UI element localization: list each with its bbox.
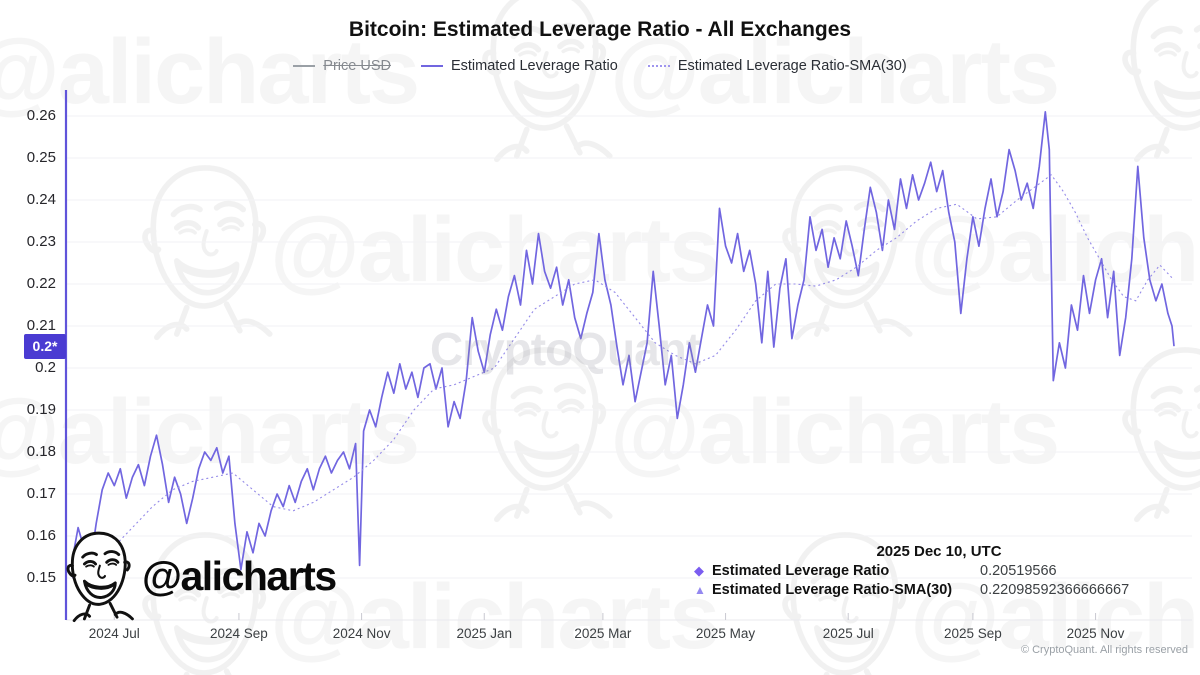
legend-label: Estimated Leverage Ratio-SMA(30) [677,58,907,74]
brand-handle: @alicharts [142,552,337,599]
legend-label: Estimated Leverage Ratio [450,58,618,74]
tooltip-series-label: Estimated Leverage Ratio [712,563,890,579]
y-axis-label: 0.16 [26,527,56,544]
y-axis-label: 0.18 [26,443,56,460]
x-axis-label: 2025 May [695,626,756,641]
x-axis-label: 2025 Jul [822,626,874,641]
y-axis-label: 0.23 [26,233,56,250]
legend-label: Price USD [323,58,391,74]
x-axis-label: 2025 Mar [574,626,632,641]
chart-title: Bitcoin: Estimated Leverage Ratio - All … [348,18,852,41]
diamond-marker-icon: ◆ [694,563,704,578]
estimated-leverage-ratio-line [71,110,1175,571]
x-axis-label: 2024 Jul [88,626,140,641]
x-axis-label: 2024 Sep [210,626,268,641]
triangle-marker-icon: ▲ [694,583,706,597]
y-axis-label: 0.21 [26,317,56,334]
copyright-notice: © CryptoQuant. All rights reserved [1020,644,1188,656]
tooltip-series-value: 0.20519566 [980,563,1057,579]
leverage-ratio-sma30-line [71,174,1175,579]
legend: Price USD Estimated Leverage Ratio Estim… [0,58,1200,74]
legend-item-price-usd[interactable]: Price USD [293,58,391,74]
y-axis-label: 0.25 [26,149,56,166]
x-axis-label: 2025 Jan [456,626,513,641]
y-axis-label: 0.19 [26,401,56,418]
legend-item-leverage-ratio-sma30[interactable]: Estimated Leverage Ratio-SMA(30) [647,58,907,74]
tooltip-series-label: Estimated Leverage Ratio-SMA(30) [712,582,953,598]
x-axis-label: 2024 Nov [332,626,391,641]
y-axis-label: 0.17 [26,485,56,502]
price-usd-line-swatch [293,65,316,67]
y-axis-label: 0.24 [26,191,56,208]
x-axis-label: 2025 Sep [943,626,1002,641]
legend-item-estimated-leverage-ratio[interactable]: Estimated Leverage Ratio [420,58,618,74]
alicharts-brand: @alicharts [60,528,337,624]
laughing-face-logo-icon [66,531,134,623]
last-value-badge: 0.2* [24,333,66,359]
leverage-ratio-line-swatch [420,65,443,67]
tooltip-row-sma30: ▲ Estimated Leverage Ratio-SMA(30) 0.220… [694,582,1194,598]
y-axis-label: 0.26 [26,107,56,124]
tooltip: 2025 Dec 10, UTC ◆ Estimated Leverage Ra… [694,543,1194,598]
tooltip-row-leverage-ratio: ◆ Estimated Leverage Ratio 0.20519566 [694,563,1194,579]
y-axis-label: 0.22 [26,275,56,292]
tooltip-date: 2025 Dec 10, UTC [876,543,1002,560]
x-axis-label: 2025 Nov [1066,626,1125,641]
tooltip-series-value: 0.22098592366666667 [980,582,1130,598]
sma-line-swatch [647,65,670,67]
y-axis-label: 0.15 [26,569,56,586]
y-axis-label: 0.2 [35,359,56,376]
